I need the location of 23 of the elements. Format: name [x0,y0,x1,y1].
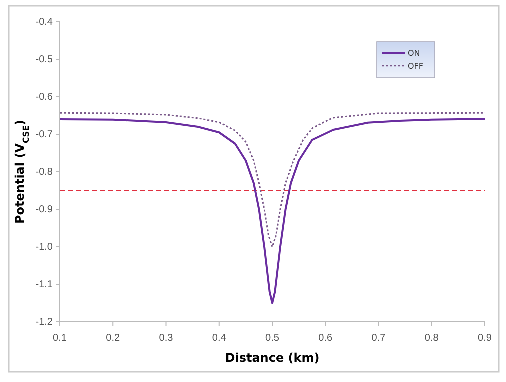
x-tick-label: 0.7 [372,333,386,344]
legend-label: ON [408,49,420,58]
x-tick-label: 0.6 [318,333,334,344]
x-tick-label: 0.1 [53,333,68,344]
y-tick-label: -0.6 [36,92,54,104]
y-tick-label: -1.1 [36,280,54,291]
legend-label: OFF [408,62,424,71]
y-tick-label: -0.4 [36,17,54,28]
x-tick-label: 0.2 [106,333,121,344]
x-tick-label: 0.3 [159,333,174,344]
line-series [59,118,486,304]
y-tick-label: -0.5 [36,54,54,66]
y-tick-label: -1.0 [36,242,54,254]
line-series [59,112,486,248]
x-tick-label: 0.9 [478,333,492,344]
y-tick-label: -1.2 [36,317,54,328]
x-axis-title: Distance (km) [225,351,320,365]
y-tick-label: -0.7 [36,130,54,141]
x-tick-label: 0.5 [266,333,280,344]
x-tick-label: 0.4 [212,333,227,344]
y-tick-label: -0.9 [36,204,54,216]
x-tick-label: 0.8 [424,333,440,344]
y-tick-label: -0.8 [36,167,54,178]
